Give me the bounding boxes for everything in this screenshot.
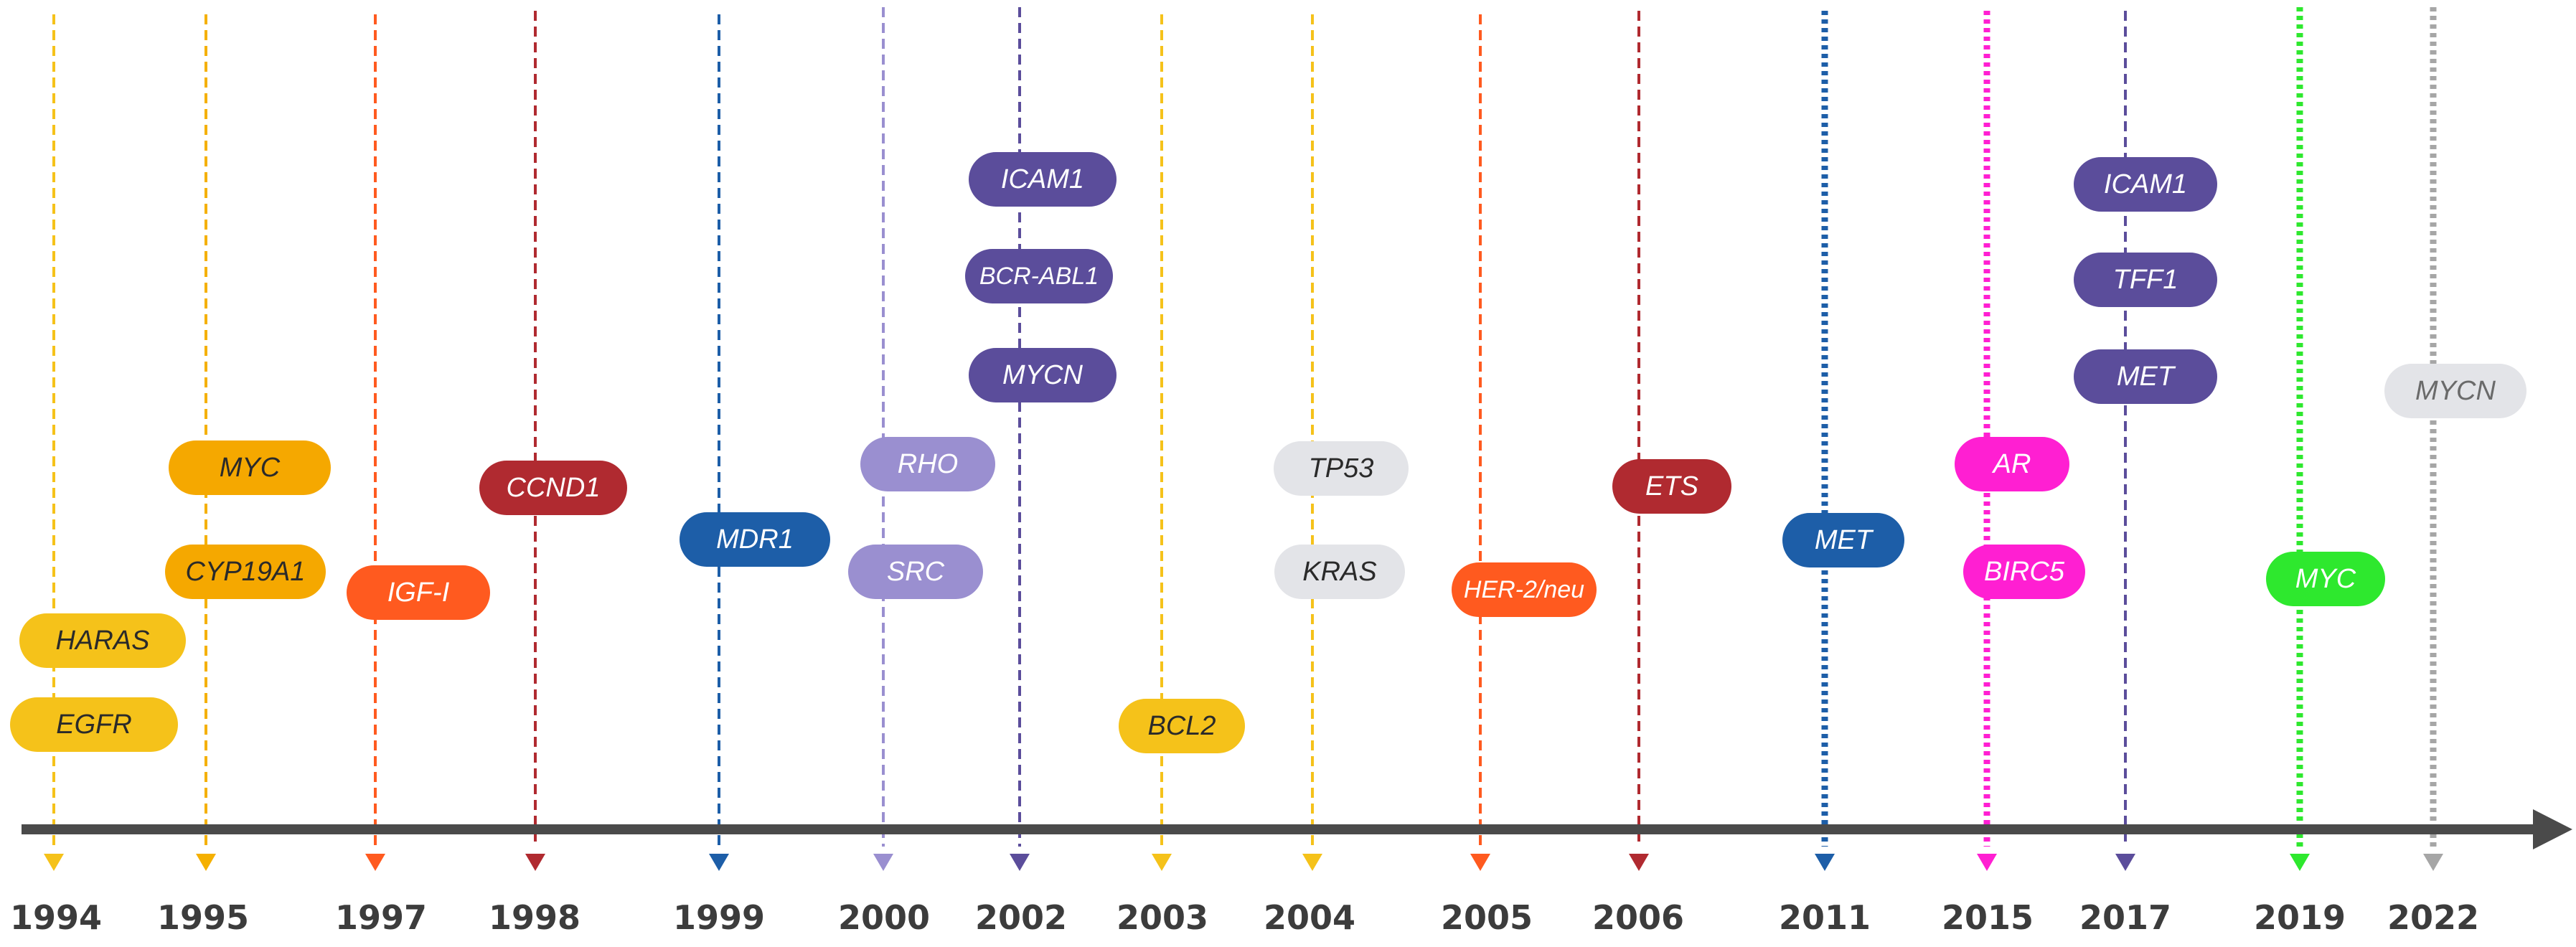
year-label-1997: 1997 bbox=[334, 898, 428, 937]
year-arrowhead-2022 bbox=[2423, 854, 2443, 871]
year-arrowhead-2011 bbox=[1815, 854, 1835, 871]
year-label-1995: 1995 bbox=[156, 898, 250, 937]
year-label-1998: 1998 bbox=[488, 898, 581, 937]
year-arrowhead-2019 bbox=[2290, 854, 2310, 871]
year-arrowhead-2000 bbox=[873, 854, 893, 871]
year-arrowhead-2015 bbox=[1977, 854, 1997, 871]
gene-pill-mdr1-1999: MDR1 bbox=[680, 512, 830, 567]
gene-pill-myc-2019: MYC bbox=[2266, 552, 2385, 606]
year-label-2017: 2017 bbox=[2079, 898, 2172, 937]
year-arrowhead-1999 bbox=[709, 854, 729, 871]
gene-pill-ar-2015: AR bbox=[1955, 437, 2069, 491]
gene-pill-birc5-2015: BIRC5 bbox=[1963, 545, 2085, 599]
gene-pill-rho-2000: RHO bbox=[860, 437, 995, 491]
gene-pill-tff1-2017: TFF1 bbox=[2074, 253, 2217, 307]
year-arrowhead-2004 bbox=[1302, 854, 1322, 871]
year-label-2004: 2004 bbox=[1263, 898, 1356, 937]
gene-pill-kras-2004: KRAS bbox=[1274, 545, 1405, 599]
year-label-2006: 2006 bbox=[1592, 898, 1685, 937]
year-arrowhead-1995 bbox=[196, 854, 216, 871]
year-label-2019: 2019 bbox=[2253, 898, 2346, 937]
year-label-2022: 2022 bbox=[2387, 898, 2480, 937]
year-label-2011: 2011 bbox=[1778, 898, 1871, 937]
gene-pill-her-2-neu-2005: HER-2/neu bbox=[1452, 562, 1597, 617]
gene-pill-mycn-2022: MYCN bbox=[2384, 364, 2526, 418]
gene-pill-tp53-2004: TP53 bbox=[1274, 441, 1409, 496]
gene-pill-igf-i-1997: IGF-I bbox=[347, 565, 490, 620]
gene-pill-met-2011: MET bbox=[1782, 513, 1904, 567]
year-arrowhead-2002 bbox=[1010, 854, 1030, 871]
timeline-axis-arrowhead bbox=[2533, 809, 2572, 849]
year-arrowhead-1994 bbox=[44, 854, 64, 871]
year-label-2000: 2000 bbox=[837, 898, 931, 937]
gene-pill-met-2017: MET bbox=[2074, 349, 2217, 404]
gene-pill-haras-1994: HARAS bbox=[19, 613, 186, 668]
year-arrowhead-2006 bbox=[1629, 854, 1649, 871]
gene-pill-src-2000: SRC bbox=[848, 545, 983, 599]
gene-pill-bcr-abl1-2002: BCR-ABL1 bbox=[965, 249, 1113, 303]
year-label-2002: 2002 bbox=[974, 898, 1068, 937]
gene-pill-ets-2006: ETS bbox=[1612, 459, 1731, 514]
gene-pill-mycn-2002: MYCN bbox=[969, 348, 1117, 402]
gene-pill-bcl2-2003: BCL2 bbox=[1119, 699, 1245, 753]
gene-pill-ccnd1-1998: CCND1 bbox=[479, 461, 627, 515]
gene-pill-icam1-2002: ICAM1 bbox=[969, 152, 1117, 207]
year-label-2005: 2005 bbox=[1440, 898, 1533, 937]
gene-pill-cyp19a1-1995: CYP19A1 bbox=[165, 545, 326, 599]
gene-pill-egfr-1994: EGFR bbox=[10, 697, 178, 752]
year-label-1994: 1994 bbox=[9, 898, 103, 937]
year-label-2015: 2015 bbox=[1941, 898, 2034, 937]
year-arrowhead-2005 bbox=[1470, 854, 1490, 871]
year-label-2003: 2003 bbox=[1116, 898, 1209, 937]
year-arrowhead-1998 bbox=[525, 854, 545, 871]
year-label-1999: 1999 bbox=[672, 898, 766, 937]
gene-pill-icam1-2017: ICAM1 bbox=[2074, 157, 2217, 212]
year-arrowhead-2003 bbox=[1152, 854, 1172, 871]
gene-pill-myc-1995: MYC bbox=[169, 440, 331, 495]
year-arrowhead-1997 bbox=[365, 854, 385, 871]
year-arrowhead-2017 bbox=[2115, 854, 2135, 871]
